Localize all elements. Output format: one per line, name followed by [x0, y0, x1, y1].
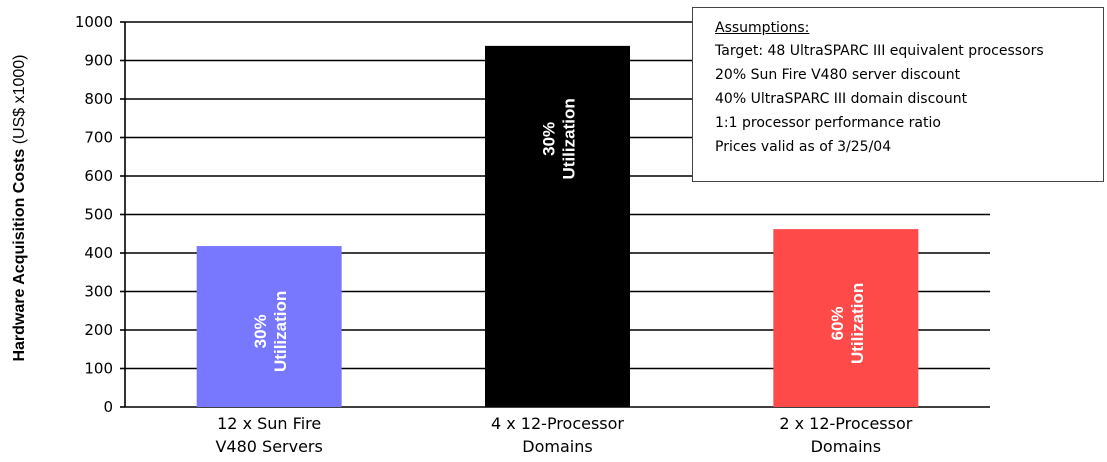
- assumption-line: 40% UltraSPARC III domain discount: [715, 91, 968, 107]
- bar-data-label: 30%Utilization: [251, 291, 290, 372]
- bar-data-label-line: 30%: [540, 122, 559, 156]
- x-category-label: 12 x Sun Fire V480 Servers: [215, 414, 322, 456]
- y-tick-label: 1000: [75, 13, 113, 31]
- x-category-label-line: 12 x Sun Fire: [217, 414, 321, 433]
- bar-data-label-line: 60%: [828, 306, 847, 340]
- assumption-line: Target: 48 UltraSPARC III equivalent pro…: [715, 43, 1044, 59]
- y-axis-label: Hardware Acquisition Costs (US$ x1000): [11, 54, 28, 361]
- y-tick-label: 500: [84, 206, 113, 224]
- bar: [485, 45, 630, 408]
- bar-data-label: 30%Utilization: [540, 98, 579, 179]
- x-category-label-line: 4 x 12-Processor: [491, 414, 624, 433]
- assumptions-box: Assumptions: Target: 48 UltraSPARC III e…: [692, 7, 1104, 182]
- bar: [773, 229, 919, 407]
- x-category-label-line: V480 Servers: [215, 437, 322, 456]
- assumption-line: 20% Sun Fire V480 server discount: [715, 67, 961, 83]
- y-tick-label: 800: [84, 90, 113, 108]
- x-category-label-line: 2 x 12-Processor: [779, 414, 912, 433]
- x-category-label-line: Domains: [811, 437, 881, 456]
- x-category-label-line: Domains: [522, 437, 592, 456]
- y-tick-label: 0: [103, 398, 113, 416]
- y-tick-label: 200: [84, 321, 113, 339]
- y-tick-labels: 0 100 200 300 400 500 600 700 800 900 1000: [75, 13, 113, 416]
- bars: 30%Utilization30%Utilization60%Utilizati…: [196, 45, 919, 408]
- bar-data-label-line: Utilization: [560, 98, 579, 179]
- bar-data-label-line: Utilization: [848, 283, 867, 364]
- assumption-line: Prices valid as of 3/25/04: [715, 139, 892, 155]
- y-axis-label-bold: Hardware Acquisition Costs: [11, 149, 28, 362]
- y-tick-label: 600: [84, 167, 113, 185]
- x-category-label: 4 x 12-Processor Domains: [491, 414, 624, 456]
- y-tick-label: 900: [84, 52, 113, 70]
- assumption-line: 1:1 processor performance ratio: [715, 115, 941, 131]
- bar-data-label-line: Utilization: [271, 291, 290, 372]
- y-tick-label: 400: [84, 244, 113, 262]
- y-tick-label: 300: [84, 283, 113, 301]
- x-category-labels: 12 x Sun Fire V480 Servers 4 x 12-Processo…: [215, 414, 912, 456]
- bar-data-label: 60%Utilization: [828, 283, 867, 364]
- x-category-label: 2 x 12-Processor Domains: [779, 414, 912, 456]
- bar-data-label-line: 30%: [251, 314, 270, 348]
- y-tick-label: 100: [84, 360, 113, 378]
- y-axis-label-units: (US$ x1000): [11, 54, 28, 148]
- assumptions-title: Assumptions:: [715, 20, 810, 36]
- y-tick-label: 700: [84, 129, 113, 147]
- bar: [196, 246, 342, 407]
